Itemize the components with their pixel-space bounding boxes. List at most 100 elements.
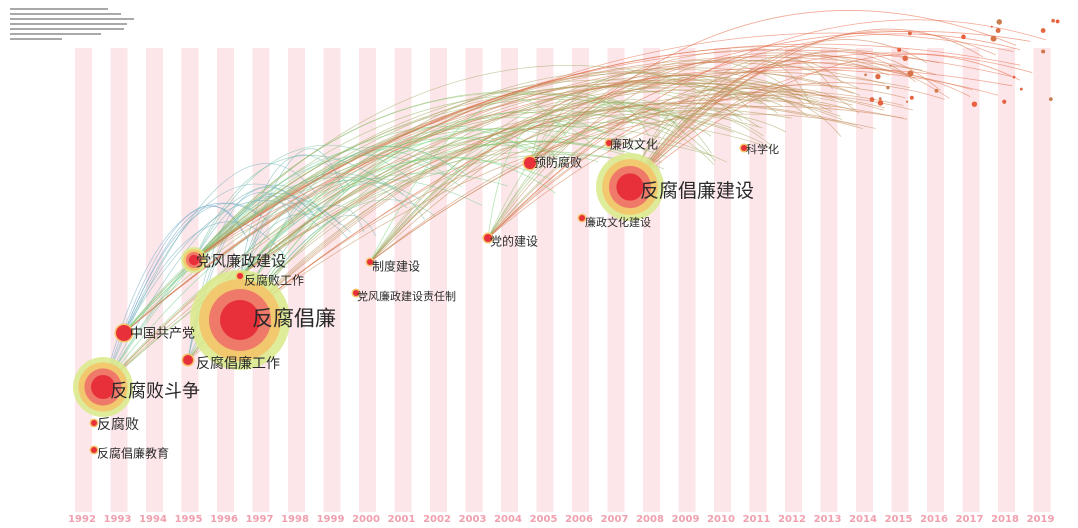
keyword-node-k1[interactable] xyxy=(596,153,664,221)
keyword-label: 科学化 xyxy=(746,142,779,156)
cooccurrence-link xyxy=(487,82,945,239)
metadata-line xyxy=(10,28,125,30)
node-core xyxy=(524,157,536,169)
node-core xyxy=(188,254,200,266)
node-core xyxy=(116,325,132,341)
cooccurrence-links xyxy=(102,10,1060,388)
year-stripe xyxy=(785,48,802,512)
cooccurrence-link xyxy=(529,33,1021,164)
year-label: 1992 xyxy=(68,514,96,525)
cooccurrence-link xyxy=(187,82,771,361)
metadata-line xyxy=(10,38,62,40)
node-core xyxy=(220,300,260,340)
cooccurrence-link xyxy=(102,154,462,388)
node-core xyxy=(606,140,612,146)
keyword-node-k10[interactable] xyxy=(365,257,375,267)
year-stripe xyxy=(962,48,980,512)
keyword-label: 廉政文化 xyxy=(610,137,658,152)
keyword-node-k5[interactable] xyxy=(114,323,134,343)
keyword-label: 反腐倡廉建设 xyxy=(640,180,754,202)
node-core xyxy=(484,234,492,242)
keyword-node-k7[interactable] xyxy=(89,418,99,428)
cooccurrence-link xyxy=(239,182,426,321)
minor-keyword-node xyxy=(934,88,939,93)
minor-keyword-node xyxy=(897,47,902,52)
year-label: 2011 xyxy=(743,514,771,525)
cooccurrence-link xyxy=(123,46,940,334)
cooccurrence-link xyxy=(239,83,819,321)
keyword-label: 反腐倡廉教育 xyxy=(97,446,169,461)
year-label: 2017 xyxy=(956,514,984,525)
keyword-label: 反腐倡廉 xyxy=(252,307,336,331)
year-label: 2003 xyxy=(459,514,487,525)
keyword-node-k15[interactable] xyxy=(577,213,587,223)
keyword-node-k4[interactable] xyxy=(181,247,207,273)
year-stripe xyxy=(323,48,341,512)
year-label: 2008 xyxy=(636,514,664,525)
year-label: 1995 xyxy=(175,514,203,525)
cooccurrence-link xyxy=(629,51,916,188)
minor-keyword-node xyxy=(990,25,993,28)
keyword-node-k9[interactable] xyxy=(235,271,245,281)
cooccurrence-link xyxy=(487,119,715,239)
keyword-node-k11[interactable] xyxy=(351,288,361,298)
minor-keyword-node xyxy=(1012,75,1016,79)
cooccurrence-link xyxy=(629,39,928,188)
cooccurrence-link xyxy=(102,145,471,388)
cooccurrence-link xyxy=(239,204,365,277)
year-stripe xyxy=(998,48,1015,512)
cooccurrence-link xyxy=(369,72,860,263)
cooccurrence-link xyxy=(487,102,685,239)
year-label: 2000 xyxy=(352,514,380,525)
keyword-label: 反腐败 xyxy=(97,416,139,433)
node-core xyxy=(353,290,359,296)
cooccurrence-link xyxy=(239,148,345,277)
cooccurrence-link xyxy=(369,94,913,263)
keyword-nodes xyxy=(73,138,749,455)
keyword-node-k2[interactable] xyxy=(190,270,290,370)
year-stripe xyxy=(714,48,731,512)
minor-keyword-node xyxy=(902,55,908,62)
keyword-node-k14[interactable] xyxy=(604,138,614,148)
keyword-node-k12[interactable] xyxy=(482,232,494,244)
year-label: 2016 xyxy=(920,514,948,525)
cooccurrence-link xyxy=(193,191,295,261)
year-label: 2019 xyxy=(1027,514,1055,525)
cooccurrence-link xyxy=(193,82,841,261)
minor-keyword-node xyxy=(971,101,978,107)
node-core xyxy=(91,420,97,426)
cooccurrence-link xyxy=(193,66,1013,261)
minor-keyword-node xyxy=(1019,87,1023,91)
keyword-label: 反腐败斗争 xyxy=(110,381,200,402)
cooccurrence-link xyxy=(193,144,413,261)
keyword-node-k3[interactable] xyxy=(73,357,133,417)
keyword-label: 党风廉政建设责任制 xyxy=(357,289,456,303)
cooccurrence-link xyxy=(529,59,859,164)
cooccurrence-link xyxy=(487,120,595,239)
metadata-line xyxy=(10,33,101,35)
year-stripe xyxy=(927,48,944,512)
minor-keyword-node xyxy=(877,100,884,106)
cooccurrence-link xyxy=(193,93,708,261)
year-label: 2018 xyxy=(991,514,1019,525)
keyword-node-k8[interactable] xyxy=(89,445,99,455)
cooccurrence-link xyxy=(193,92,660,261)
keyword-label: 反腐倡廉工作 xyxy=(196,355,280,372)
cooccurrence-link xyxy=(123,101,739,334)
cooccurrence-link xyxy=(123,200,320,334)
year-label: 2001 xyxy=(388,514,416,525)
cooccurrence-link xyxy=(239,146,460,277)
year-label: 2010 xyxy=(707,514,735,525)
year-label: 2014 xyxy=(849,514,877,525)
cooccurrence-link xyxy=(629,88,778,188)
minor-keyword-node xyxy=(889,64,892,67)
minor-keyword-node xyxy=(1002,99,1007,104)
minor-keyword-node xyxy=(1048,97,1053,101)
keyword-node-k16[interactable] xyxy=(739,143,749,153)
year-stripe xyxy=(501,48,518,512)
year-stripe xyxy=(678,48,696,512)
keyword-node-k6[interactable] xyxy=(181,353,195,367)
keyword-label: 党的建设 xyxy=(490,234,538,249)
keyword-node-k13[interactable] xyxy=(522,155,538,171)
